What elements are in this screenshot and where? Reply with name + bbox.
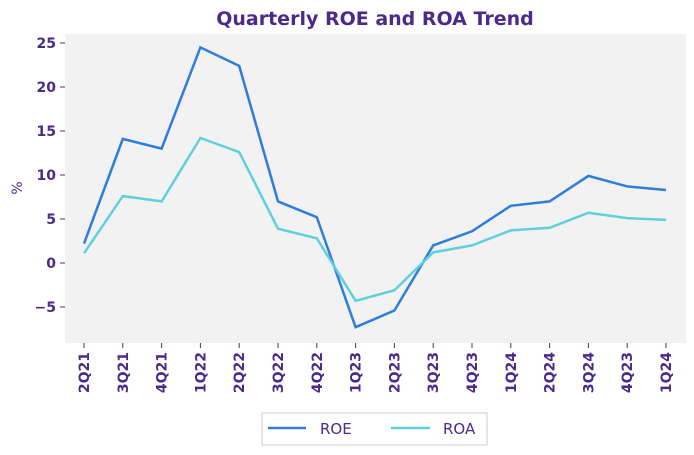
x-tick-label: 4Q23 bbox=[620, 352, 636, 393]
series-line-roa bbox=[82, 136, 667, 303]
x-tick-label: 3Q21 bbox=[116, 352, 132, 393]
y-axis: −5 0 5 10 15 20 25 bbox=[35, 36, 65, 316]
x-tick-label: 3Q22 bbox=[271, 352, 287, 393]
chart-title: Quarterly ROE and ROA Trend bbox=[216, 8, 534, 30]
x-tick-label: 1Q24 bbox=[504, 352, 520, 393]
legend-label-roa: ROA bbox=[443, 420, 476, 438]
x-tick-label: 1Q22 bbox=[193, 352, 209, 393]
x-tick-label: 4Q21 bbox=[155, 352, 171, 393]
x-tick-label: 4Q23 bbox=[465, 352, 481, 393]
legend-label-roe: ROE bbox=[320, 420, 352, 438]
x-tick-label: 2Q23 bbox=[387, 352, 403, 393]
x-tick-label: 2Q22 bbox=[232, 352, 248, 393]
y-tick-label: 25 bbox=[37, 36, 56, 52]
x-tick-label: 4Q22 bbox=[310, 352, 326, 393]
y-tick-label: −5 bbox=[35, 300, 56, 316]
x-tick-label: 2Q21 bbox=[77, 352, 93, 393]
y-tick-label: 15 bbox=[37, 124, 56, 140]
legend: ROE ROA bbox=[261, 412, 488, 446]
x-tick-label: 1Q23 bbox=[349, 352, 365, 393]
y-tick-label: 10 bbox=[37, 168, 57, 184]
series-line-roe bbox=[82, 45, 667, 329]
x-tick-label: 3Q23 bbox=[426, 352, 442, 393]
x-tick-label: 2Q24 bbox=[543, 352, 559, 393]
x-tick-label: 3Q24 bbox=[581, 352, 597, 393]
x-axis: 2Q21 3Q21 4Q21 1Q22 2Q22 3Q22 4Q22 1Q23 2Q23 3Q23… bbox=[77, 343, 675, 393]
x-tick-label: 1Q24 bbox=[659, 352, 675, 393]
y-tick-label: 0 bbox=[46, 256, 56, 272]
series-layer bbox=[82, 45, 667, 329]
y-axis-label: % bbox=[10, 181, 26, 194]
y-tick-label: 5 bbox=[46, 212, 56, 228]
y-tick-label: 20 bbox=[37, 80, 57, 96]
